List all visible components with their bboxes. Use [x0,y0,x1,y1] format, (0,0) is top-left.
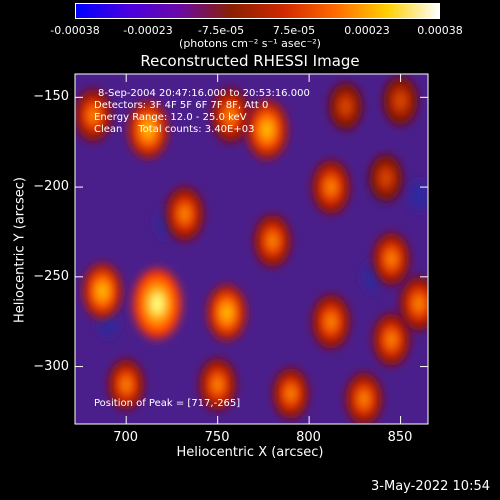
emission-source [207,284,247,341]
emission-source [254,214,291,268]
emission-source [128,100,168,159]
y-tick-label: −300 [33,358,69,374]
plot-frame [74,73,429,425]
timestamp: 3-May-2022 10:54 [371,479,490,494]
emission-source [211,88,250,143]
annotation-detectors: Detectors: 3F 4F 5F 6F 7F 8F, Att 0 [94,100,269,111]
colorbar-tick-label: 7.5e-05 [272,24,316,37]
y-tick-label: −250 [33,268,69,284]
emission-source [329,82,362,130]
emission-source [400,276,428,331]
emission-source [273,368,309,419]
emission-source [246,100,288,160]
x-tick-label: 850 [387,430,413,445]
emission-source [373,313,410,366]
emission-source [199,358,236,411]
x-axis-label: Heliocentric X (arcsec) [176,445,324,460]
colorbar-tick-label: 0.00038 [417,24,463,37]
colorbar-unit-label: (photons cm⁻² s⁻¹ asec⁻²) [179,37,321,50]
emission-source [369,154,403,202]
emission-source [133,268,182,339]
chart-title: Reconstructed RHESSI Image [140,52,360,70]
y-tick-label: −200 [33,179,69,195]
emission-source [75,89,112,142]
colorbar-tick-label: -0.00038 [50,24,100,37]
colorbar-tick-label: -7.5e-05 [197,24,245,37]
colorbar-tick-label: -0.00023 [123,24,173,37]
x-tick-label: 750 [204,430,230,445]
emission-source [345,372,382,424]
x-tick-label: 800 [296,430,321,445]
annotation-time-range: 8-Sep-2004 20:47:16.000 to 20:53:16.000 [98,88,310,99]
negative-dip [409,182,428,211]
y-tick-label: −150 [33,89,69,105]
x-tick-label: 700 [113,430,139,445]
emission-source [312,294,350,349]
y-axis-label: Heliocentric Y (arcsec) [12,177,28,323]
emission-source [383,76,418,126]
colorbar-tick-label: 0.00023 [344,24,390,37]
annotation-peak-position: Position of Peak = [717,-265] [94,398,241,409]
annotation-energy-range: Energy Range: 12.0 - 25.0 keV [94,112,247,123]
colorbar [75,3,440,19]
emission-source [83,263,122,320]
emission-source [312,160,350,215]
emission-source [166,187,204,241]
emission-source [108,359,144,410]
annotation-total-counts: Clean Total counts: 3.40E+03 [94,124,255,135]
emission-source [373,232,410,285]
